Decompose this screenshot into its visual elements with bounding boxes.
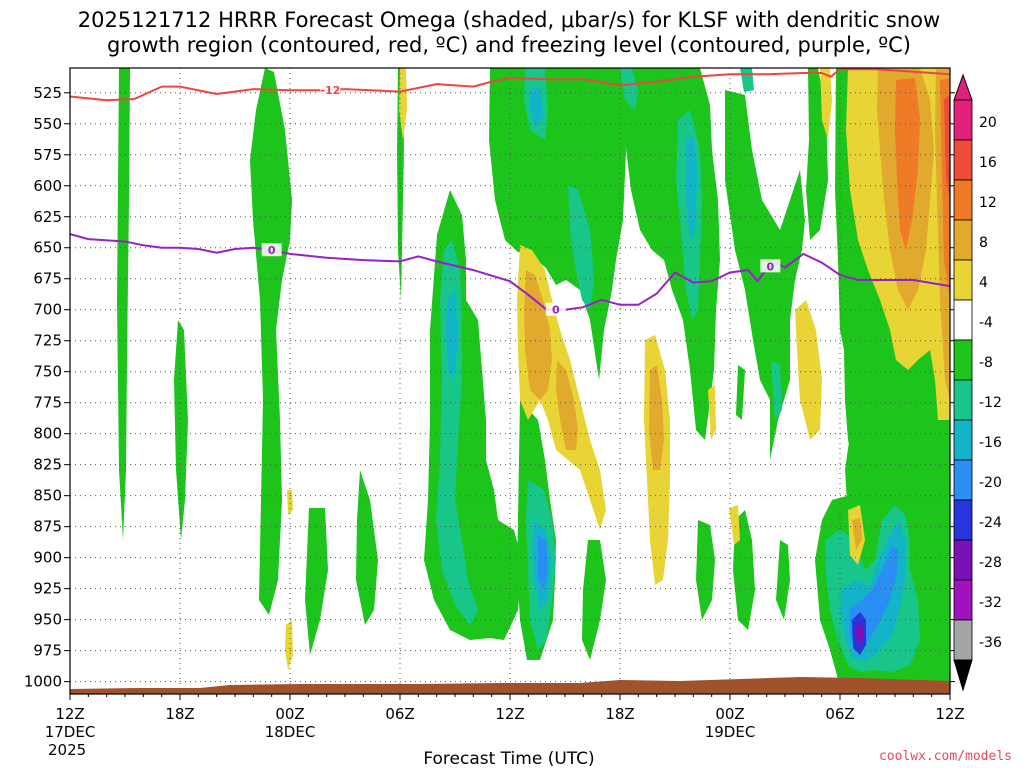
colorbar-swatch [953,459,973,501]
colorbar-label: 12 [979,195,997,211]
x-tick-label: 18Z [165,705,194,723]
colorbar-swatch [953,579,973,621]
y-tick-label: 525 [33,84,62,102]
y-tick-label: 700 [33,301,62,319]
contour-label-bg [545,302,566,316]
colorbar-swatch [953,339,973,381]
omega-shading [117,68,950,694]
colorbar-label: -12 [979,395,1002,411]
x-tick-label: 12Z [55,705,84,723]
y-tick-label: 775 [33,394,62,412]
x-axis-title: Forecast Time (UTC) [423,749,594,768]
contour-label: 0 [767,260,775,273]
contour-lines: -12 0 0 0 [70,68,950,317]
colorbar-swatch [953,259,973,301]
contour-label-bg [320,83,341,97]
y-tick-label: 600 [33,177,62,195]
contour-label-bg [760,259,781,273]
contour-label: 0 [268,244,276,257]
y-tick-label: 725 [33,332,62,350]
y-tick-label: 650 [33,239,62,257]
colorbar-label: 20 [979,115,997,131]
colorbar-swatch [953,419,973,461]
colorbar-label: -8 [979,355,993,371]
x-tick-date-label: 19DEC [705,723,756,741]
x-tick-label: 00Z [715,705,744,723]
colorbar-label: -32 [979,595,1002,611]
colorbar-label: 4 [979,275,988,291]
colorbar-swatch [953,299,973,341]
colorbar-swatch [953,99,973,141]
terrain-surface [70,677,950,694]
chart-title-line-1: 2025121712 HRRR Forecast Omega (shaded, … [78,8,940,32]
colorbar-top-arrow [953,73,973,101]
colorbar-label: -28 [979,555,1002,571]
colorbar-swatch [953,499,973,541]
plot-area: -12 0 0 0 [70,68,950,694]
colorbar-swatch [953,379,973,421]
contour-label: -12 [320,84,340,97]
colorbar-swatch [953,179,973,221]
credit-link[interactable]: coolwx.com/models [879,749,1012,764]
chart-title-line-2: growth region (contoured, red, ºC) and f… [107,33,911,57]
x-tick-label: 06Z [385,705,414,723]
colorbar-label: -4 [979,315,993,331]
x-tick-date-label: 17DEC [45,723,96,741]
colorbar-swatch [953,139,973,181]
colorbar-swatch [953,219,973,261]
colorbar-label: 16 [979,155,997,171]
contour-label: 0 [552,304,560,317]
y-tick-label: 825 [33,456,62,474]
x-tick-label: 00Z [275,705,304,723]
x-tick-date-label: 18DEC [265,723,316,741]
y-tick-label: 925 [33,580,62,598]
y-tick-label: 800 [33,425,62,443]
colorbar-swatch [953,539,973,581]
y-tick-label: 1000 [24,673,62,691]
colorbar-label: -16 [979,435,1002,451]
colorbar-label: -24 [979,515,1002,531]
colorbar-bottom-arrow [953,659,973,692]
contour-line--12 [70,68,950,102]
y-tick-label: 900 [33,549,62,567]
x-tick-label: 12Z [935,705,964,723]
grid-lines [70,68,950,694]
colorbar-label: -20 [979,475,1002,491]
y-tick-label: 575 [33,146,62,164]
x-tick-year-label: 2025 [48,741,86,759]
y-tick-label: 875 [33,518,62,536]
contour-label-bg [261,243,282,257]
y-tick-label: 625 [33,208,62,226]
x-tick-label: 06Z [825,705,854,723]
colorbar-swatch [953,619,973,661]
x-tick-label: 18Z [605,705,634,723]
y-tick-label: 975 [33,642,62,660]
y-tick-label: 950 [33,611,62,629]
colorbar: 20 16 12 8 4 -4 -8 -12 -16 -20 -24 -28 -32 -36 [953,73,1002,692]
colorbar-label: -36 [979,635,1002,651]
y-tick-label: 550 [33,115,62,133]
y-tick-label: 675 [33,270,62,288]
x-tick-label: 12Z [495,705,524,723]
y-tick-label: 850 [33,487,62,505]
colorbar-label: 8 [979,235,988,251]
y-tick-label: 750 [33,363,62,381]
